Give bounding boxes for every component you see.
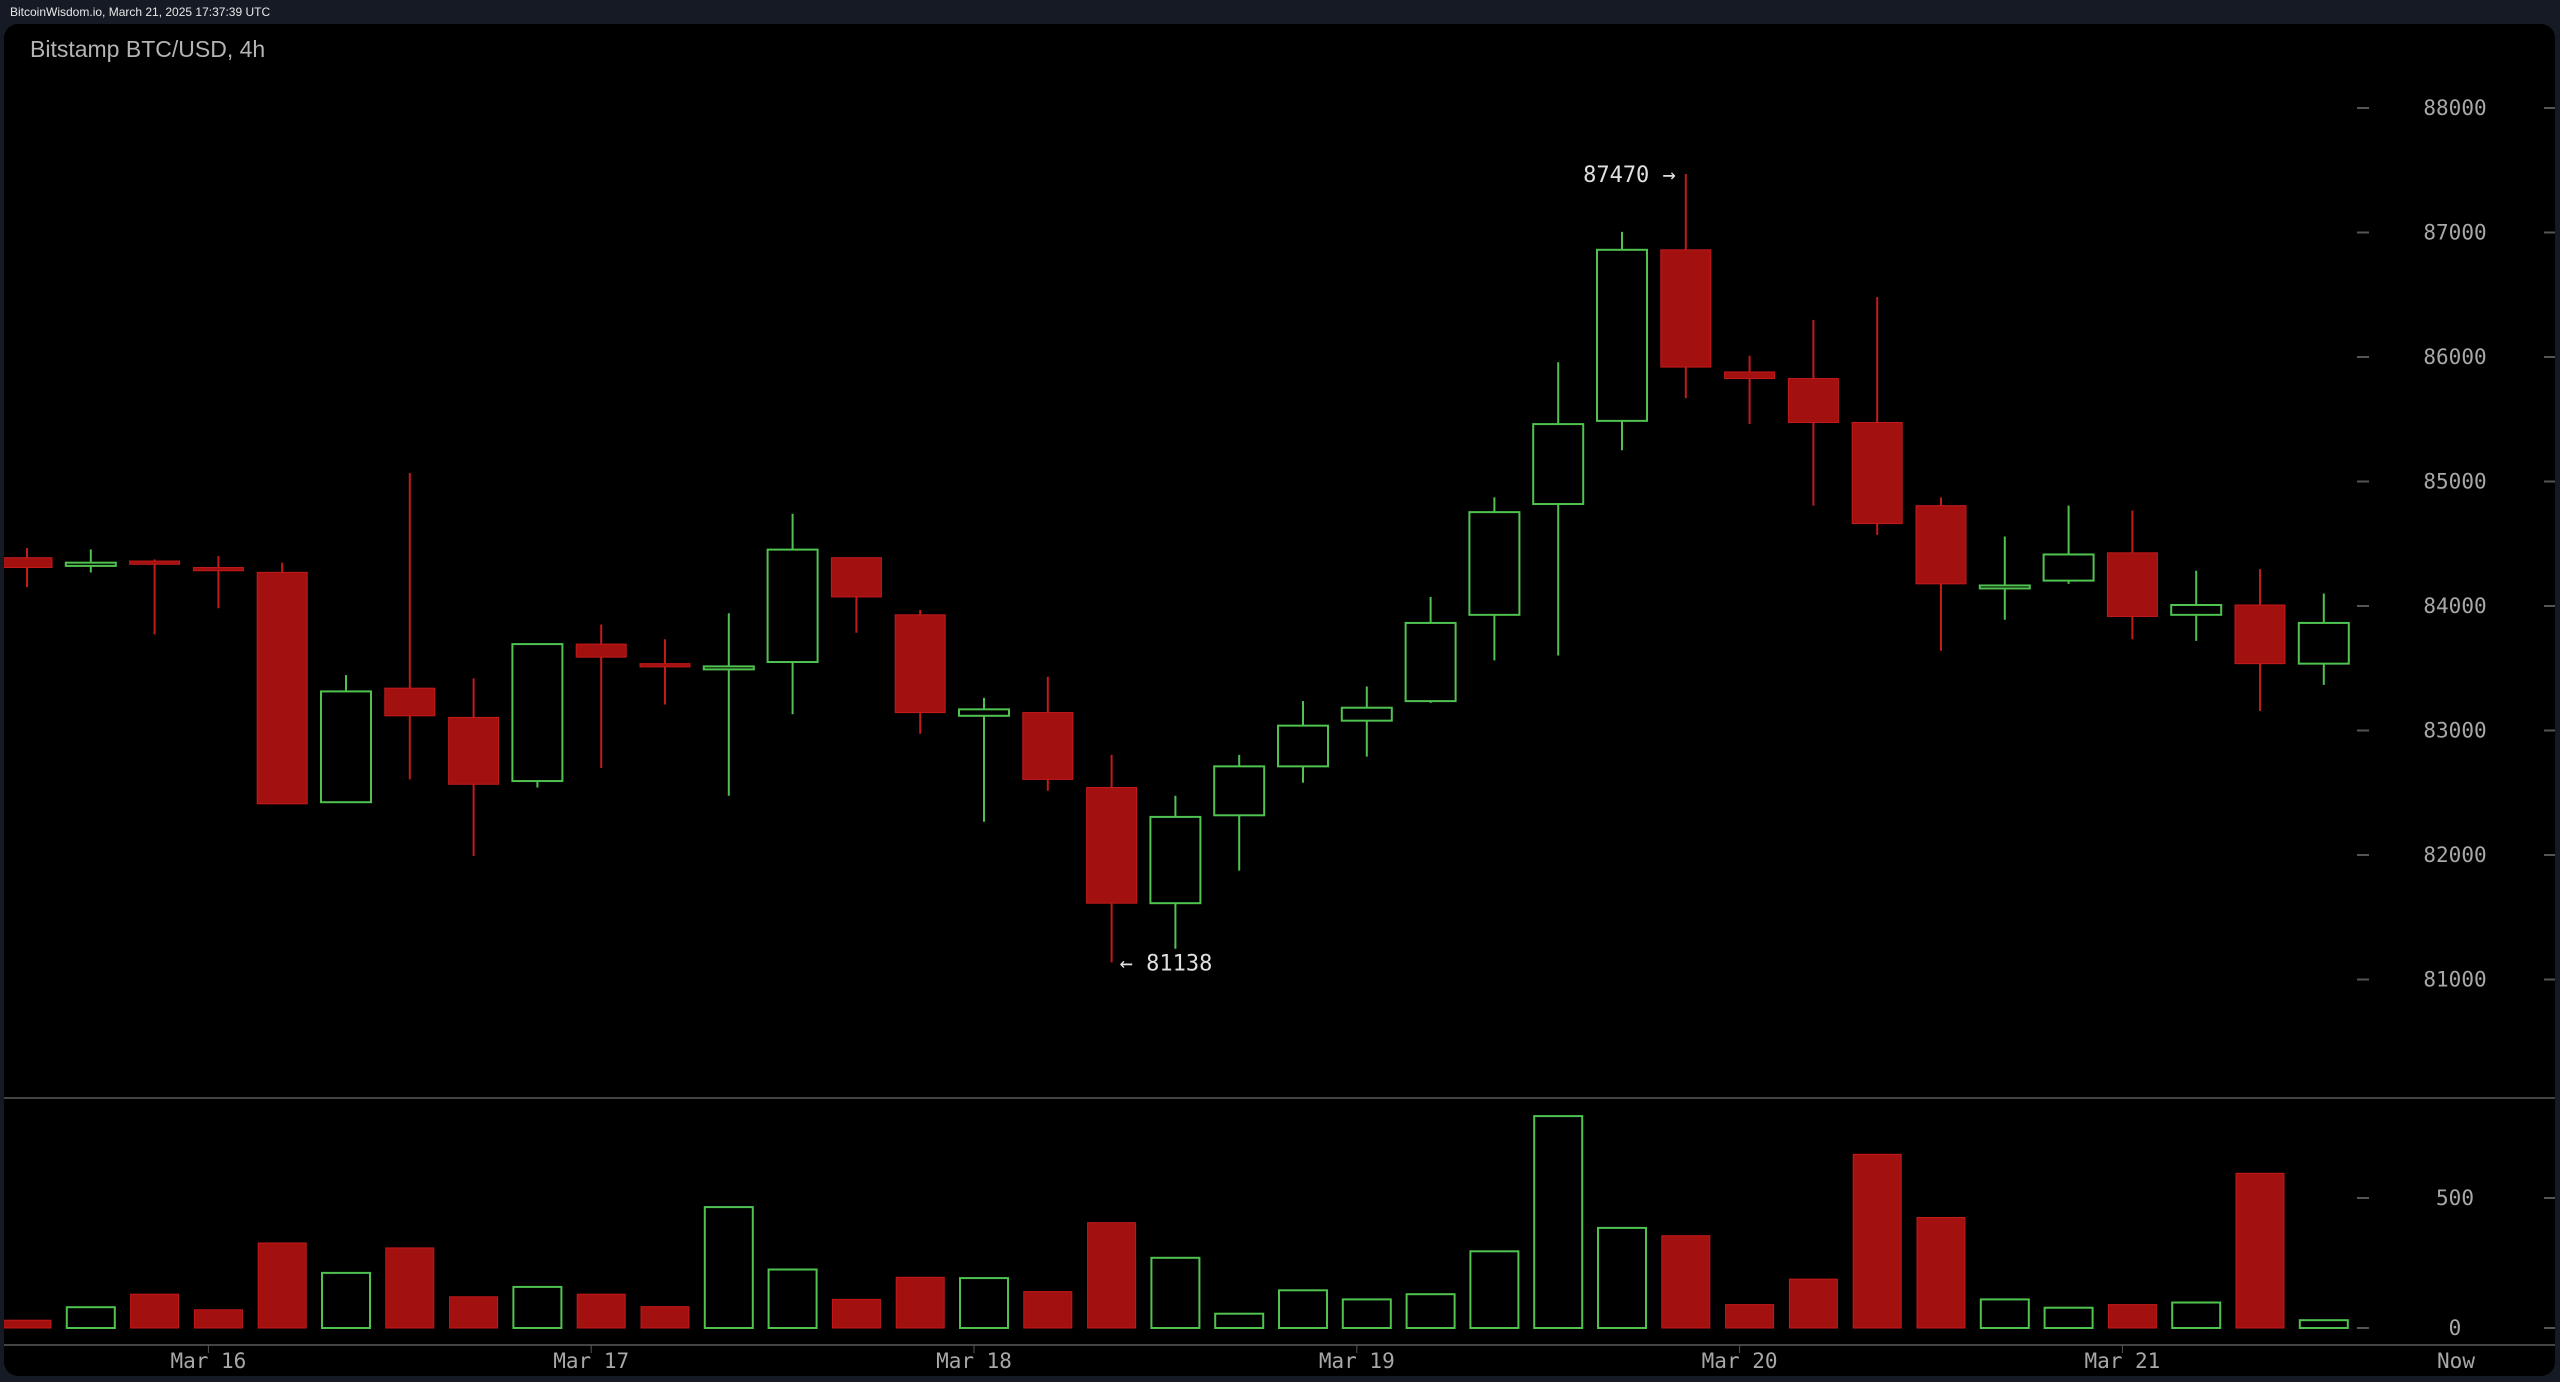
candle-body-down[interactable] xyxy=(1915,505,1967,585)
candle-body-up[interactable] xyxy=(1596,248,1648,422)
candle-body-down[interactable] xyxy=(129,560,181,565)
date-axis-label: Mar 18 xyxy=(936,1349,1012,1373)
candle-body-down[interactable] xyxy=(1022,712,1074,780)
volume-bar-up[interactable] xyxy=(1979,1298,2030,1330)
candle-body-down[interactable] xyxy=(1724,371,1776,380)
chart-panel: Bitstamp BTC/USD, 4h 81000 82000 83000 8400… xyxy=(4,24,2555,1376)
date-axis-label: Mar 17 xyxy=(553,1349,629,1373)
price-axis-label: 86000 xyxy=(2423,345,2486,369)
price-axis-label: 85000 xyxy=(2423,470,2486,494)
volume-bar-down[interactable] xyxy=(4,1319,52,1329)
volume-bar-down[interactable] xyxy=(1725,1304,1775,1329)
source-timestamp: BitcoinWisdom.io, March 21, 2025 17:37:3… xyxy=(10,5,271,19)
candle-body-down[interactable] xyxy=(1851,421,1903,525)
price-axis-label: 84000 xyxy=(2423,594,2486,618)
volume-bar-up[interactable] xyxy=(1405,1293,1456,1329)
volume-bar-up[interactable] xyxy=(2298,1319,2349,1329)
candle-body-down[interactable] xyxy=(4,557,53,569)
candlestick-chart[interactable]: 81000 82000 83000 84000 85000 86000 87000 88000… xyxy=(4,24,2555,1376)
volume-bar-down[interactable] xyxy=(831,1298,881,1329)
chart-title: Bitstamp BTC/USD, 4h xyxy=(30,36,266,62)
candle-body-up[interactable] xyxy=(2297,621,2350,665)
volume-bar-down[interactable] xyxy=(640,1306,690,1329)
price-axis-label: 83000 xyxy=(2423,719,2486,743)
date-axis-label: Mar 16 xyxy=(170,1349,246,1373)
candle-body-down[interactable] xyxy=(448,716,500,785)
candle-body-up[interactable] xyxy=(2170,604,2223,616)
high-price-annotation: 87470 → xyxy=(1583,163,1676,188)
date-axis-label: Mar 20 xyxy=(1702,1349,1778,1373)
candle-body-up[interactable] xyxy=(1468,511,1521,616)
volume-bar-down[interactable] xyxy=(576,1293,626,1329)
candle-body-up[interactable] xyxy=(958,708,1010,717)
volume-bar-down[interactable] xyxy=(1916,1217,1966,1329)
volume-bar-down[interactable] xyxy=(2107,1304,2157,1329)
volume-bar-down[interactable] xyxy=(130,1293,180,1329)
volume-bar-up[interactable] xyxy=(1341,1298,1392,1330)
candle-body-up[interactable] xyxy=(1532,423,1585,506)
volume-bar-down[interactable] xyxy=(1852,1153,1902,1329)
candle-body-down[interactable] xyxy=(2234,604,2286,665)
volume-bar-up[interactable] xyxy=(65,1306,116,1329)
candle-body-down[interactable] xyxy=(192,567,244,572)
volume-bar-down[interactable] xyxy=(895,1276,945,1329)
candle-body-up[interactable] xyxy=(766,548,819,664)
candle-body-up[interactable] xyxy=(1340,706,1393,722)
volume-bar-up[interactable] xyxy=(321,1271,371,1330)
volume-bar-down[interactable] xyxy=(1023,1291,1073,1329)
date-axis-label: Now xyxy=(2437,1349,2475,1373)
candle-body-down[interactable] xyxy=(1787,378,1839,423)
volume-bar-up[interactable] xyxy=(1533,1115,1584,1329)
price-axis-label: 87000 xyxy=(2423,221,2486,245)
volume-bar-up[interactable] xyxy=(1278,1289,1328,1330)
candle-body-up[interactable] xyxy=(320,690,372,804)
candle-body-down[interactable] xyxy=(1086,787,1138,904)
low-price-annotation: ← 81138 xyxy=(1120,951,1213,976)
volume-bar-up[interactable] xyxy=(1150,1256,1201,1330)
volume-bar-up[interactable] xyxy=(703,1206,754,1329)
volume-bar-down[interactable] xyxy=(1087,1222,1137,1329)
volume-bar-up[interactable] xyxy=(1469,1250,1520,1330)
candle-body-up[interactable] xyxy=(1213,765,1266,817)
volume-bar-down[interactable] xyxy=(1788,1278,1838,1329)
candle-body-up[interactable] xyxy=(64,561,117,567)
volume-bar-down[interactable] xyxy=(449,1296,499,1329)
volume-bar-up[interactable] xyxy=(1214,1312,1265,1329)
candle-body-down[interactable] xyxy=(894,614,946,714)
candle-body-up[interactable] xyxy=(702,665,755,671)
candle-body-down[interactable] xyxy=(384,687,436,717)
candle-body-up[interactable] xyxy=(1978,584,2031,590)
volume-bar-up[interactable] xyxy=(1597,1226,1647,1330)
candle-body-down[interactable] xyxy=(256,571,308,805)
candle-body-up[interactable] xyxy=(2042,553,2095,582)
price-axis-label: 88000 xyxy=(2423,96,2486,120)
volume-bar-up[interactable] xyxy=(2171,1301,2222,1330)
date-axis-label: Mar 21 xyxy=(2084,1349,2160,1373)
volume-bar-down[interactable] xyxy=(193,1309,243,1329)
volume-bar-down[interactable] xyxy=(1661,1235,1711,1329)
volume-bar-up[interactable] xyxy=(959,1277,1009,1329)
volume-bar-down[interactable] xyxy=(2235,1172,2285,1329)
volume-bar-up[interactable] xyxy=(512,1285,563,1330)
volume-axis-label: 500 xyxy=(2436,1186,2474,1210)
volume-bar-up[interactable] xyxy=(2043,1306,2094,1329)
candle-body-up[interactable] xyxy=(1149,815,1202,905)
candle-body-down[interactable] xyxy=(2106,552,2158,617)
volume-bar-up[interactable] xyxy=(767,1268,818,1329)
volume-axis-label: 0 xyxy=(2449,1316,2462,1340)
candle-body-up[interactable] xyxy=(1277,724,1329,768)
price-axis-label: 81000 xyxy=(2423,968,2486,992)
candle-body-down[interactable] xyxy=(575,643,627,658)
candle-body-down[interactable] xyxy=(1660,249,1712,368)
volume-bar-down[interactable] xyxy=(257,1242,307,1329)
candle-body-down[interactable] xyxy=(639,663,691,668)
date-axis-label: Mar 19 xyxy=(1319,1349,1395,1373)
candle-body-up[interactable] xyxy=(511,643,564,783)
candle-body-up[interactable] xyxy=(1404,621,1457,703)
volume-bar-down[interactable] xyxy=(385,1247,435,1329)
candle-body-down[interactable] xyxy=(830,557,882,598)
price-axis-label: 82000 xyxy=(2423,843,2486,867)
